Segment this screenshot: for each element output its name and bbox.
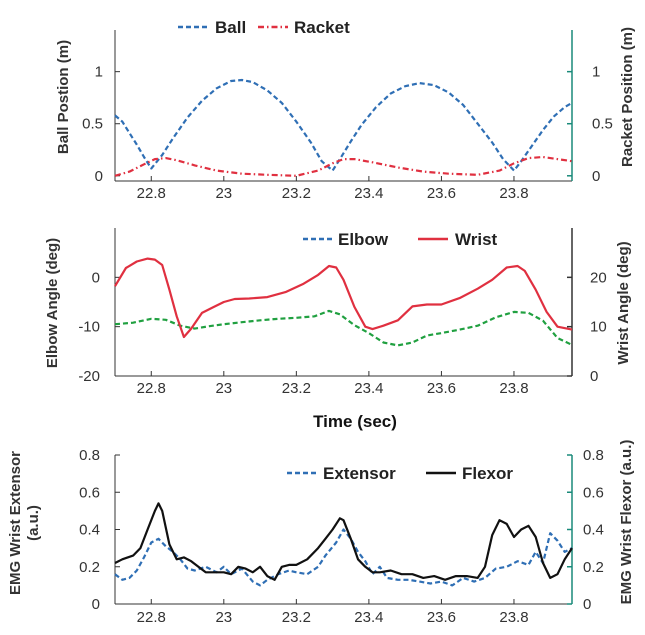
- panel3-legend: Extensor Flexor: [287, 464, 513, 483]
- x-tick-label: 23.6: [427, 380, 456, 397]
- y-tick-label-left: 0.6: [79, 484, 100, 501]
- x-tick-label: 23: [215, 609, 232, 626]
- x-tick-label: 23.6: [427, 609, 456, 626]
- series-line-elbow: [114, 309, 573, 347]
- y-tick-label-left: -10: [78, 319, 100, 336]
- x-tick-label: 23.8: [499, 185, 528, 202]
- y-tick-label-right: 0.8: [583, 447, 604, 464]
- panel-1-plot: 22.8 23 23.2 23.4 23.6 23.8 0 0.5 1 0 0.5 1: [82, 30, 613, 202]
- x-tick-label: 22.8: [137, 185, 166, 202]
- panel2-left-axis-title: Elbow Angle (deg): [44, 238, 61, 368]
- legend-label-extensor: Extensor: [323, 464, 396, 483]
- panel3-right-axis-title: EMG Wrist Flexor (a.u.): [618, 440, 635, 605]
- series-line-extensor: [114, 528, 573, 587]
- y-tick-label-right: 10: [590, 319, 607, 336]
- y-tick-label-left: 0: [95, 168, 103, 185]
- panel1-right-axis-title: Racket Position (m): [619, 27, 636, 167]
- series-line-flexor: [114, 502, 573, 581]
- panel1-legend: Ball Racket: [178, 18, 350, 37]
- x-tick-label: 23.6: [427, 185, 456, 202]
- y-tick-label-left: 0.5: [82, 116, 103, 133]
- x-tick-label: 23.8: [499, 380, 528, 397]
- x-tick-label: 23.2: [282, 185, 311, 202]
- y-tick-label-left: 0: [92, 269, 100, 286]
- y-tick-label-right: 0.5: [592, 116, 613, 133]
- panel-emg: EMG Wrist Extensor(a.u.) EMG Wrist Flexo…: [7, 440, 635, 605]
- y-tick-label-right: 0.4: [583, 522, 604, 539]
- y-tick-label-right: 0: [590, 368, 598, 385]
- legend-label-racket: Racket: [294, 18, 350, 37]
- x-tick-label: 23.4: [354, 380, 383, 397]
- y-tick-label-right: 0.2: [583, 559, 604, 576]
- panel-2-plot: 22.8 23 23.2 23.4 23.6 23.8 -20 -10 0 0 10 20: [78, 228, 607, 397]
- panel-elbow-wrist: Elbow Angle (deg) Wrist Angle (deg) Elbo…: [44, 230, 632, 431]
- panel3-left-axis-title: EMG Wrist Extensor(a.u.): [7, 451, 42, 595]
- series-line-racket: [114, 155, 573, 177]
- panel2-right-axis-title: Wrist Angle (deg): [615, 241, 632, 364]
- x-tick-label: 23.8: [499, 609, 528, 626]
- y-tick-label-right: 0: [592, 168, 600, 185]
- y-tick-label-left: 0.4: [79, 522, 100, 539]
- y-tick-label-left: 1: [95, 64, 103, 81]
- panel-3-plot: 22.8 23 23.2 23.4 23.6 23.8 0 0.2 0.4 0.6 0.8 0 0.2 0…: [79, 447, 604, 626]
- y-tick-label-right: 1: [592, 64, 600, 81]
- x-tick-label: 23.4: [354, 609, 383, 626]
- y-tick-label-right: 0.6: [583, 484, 604, 501]
- series-line-wrist: [114, 257, 573, 339]
- x-tick-label: 23: [215, 185, 232, 202]
- legend-label-flexor: Flexor: [462, 464, 513, 483]
- y-tick-label-left: 0: [92, 596, 100, 613]
- y-tick-label-right: 0: [583, 596, 591, 613]
- series-line-ball: [114, 78, 573, 172]
- x-tick-label: 23.4: [354, 185, 383, 202]
- x-tick-label: 22.8: [137, 609, 166, 626]
- legend-label-ball: Ball: [215, 18, 246, 37]
- y-tick-label-left: -20: [78, 368, 100, 385]
- y-tick-label-left: 0.2: [79, 559, 100, 576]
- x-tick-label: 22.8: [137, 380, 166, 397]
- panel1-left-axis-title: Ball Postion (m): [55, 40, 72, 154]
- x-tick-label: 23: [215, 380, 232, 397]
- x-axis-title-time: Time (sec): [313, 412, 397, 431]
- legend-label-elbow: Elbow: [338, 230, 389, 249]
- y-tick-label-right: 20: [590, 269, 607, 286]
- x-tick-label: 23.2: [282, 380, 311, 397]
- panel-ball-racket: Ball Postion (m) Racket Position (m) Bal…: [55, 18, 636, 167]
- legend-label-wrist: Wrist: [455, 230, 498, 249]
- y-tick-label-left: 0.8: [79, 447, 100, 464]
- x-tick-label: 23.2: [282, 609, 311, 626]
- panel2-legend: Elbow Wrist: [303, 230, 498, 249]
